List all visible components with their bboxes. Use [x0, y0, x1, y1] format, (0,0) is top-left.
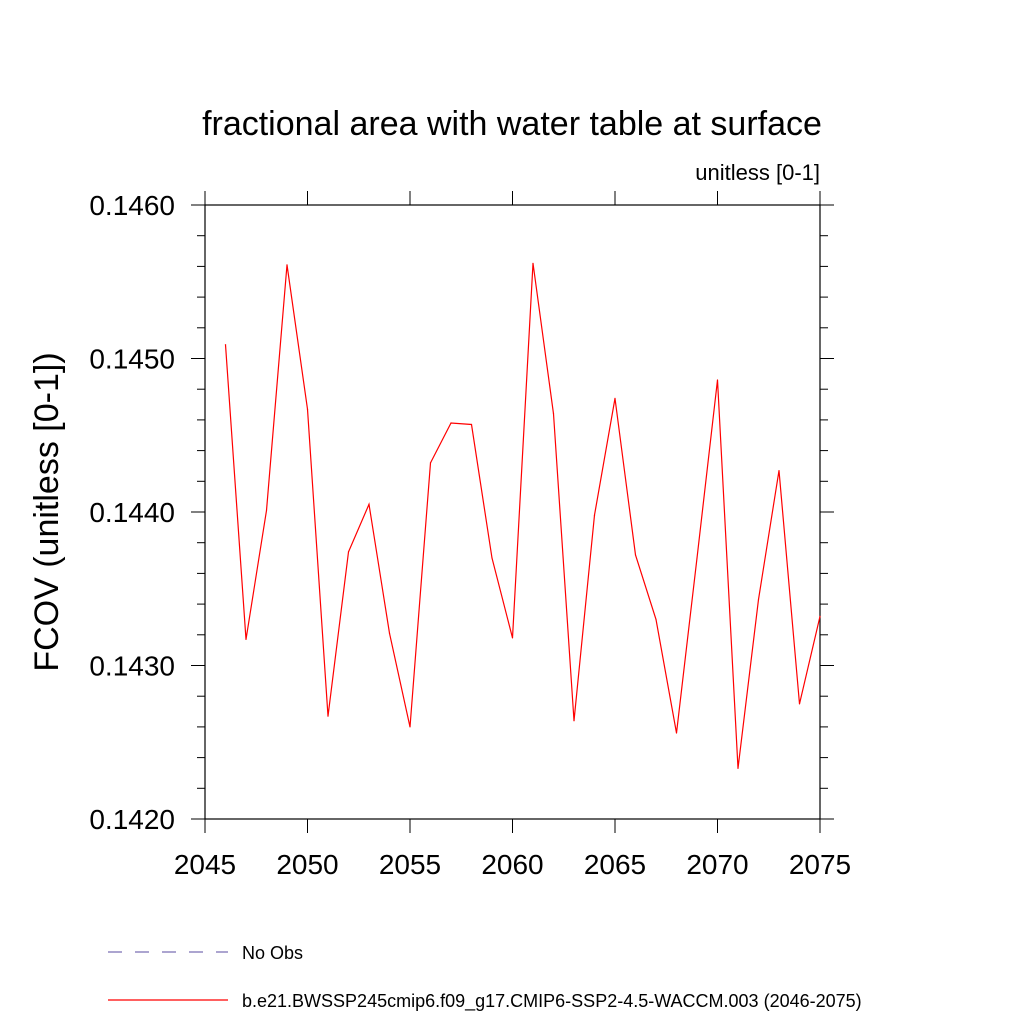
data-point — [265, 509, 268, 512]
chart-subtitle: unitless [0-1] — [695, 160, 820, 185]
y-tick-label: 0.1440 — [89, 497, 175, 528]
data-point — [757, 598, 760, 601]
series-line — [224, 263, 821, 769]
x-tick-label: 2050 — [276, 849, 338, 880]
y-tick-label: 0.1460 — [89, 190, 175, 221]
y-tick-label: 0.1450 — [89, 344, 175, 375]
x-tick-label: 2075 — [789, 849, 851, 880]
data-point — [737, 767, 739, 769]
series-layer — [224, 262, 821, 769]
data-point — [429, 462, 432, 464]
data-point — [306, 408, 309, 410]
data-point — [368, 503, 370, 505]
data-point — [470, 423, 473, 426]
data-point — [634, 554, 637, 556]
data-point — [409, 726, 411, 728]
x-tick-label: 2045 — [174, 849, 236, 880]
data-point — [511, 637, 514, 639]
x-tick-label: 2065 — [584, 849, 646, 880]
data-point — [327, 715, 329, 717]
data-point — [675, 732, 678, 734]
data-point — [819, 615, 821, 617]
data-point — [347, 551, 350, 553]
data-point — [778, 469, 780, 472]
data-point — [532, 262, 534, 264]
x-tick-label: 2070 — [686, 849, 748, 880]
chart-title: fractional area with water table at surf… — [202, 105, 822, 143]
data-point — [286, 264, 288, 266]
data-point — [798, 703, 801, 705]
x-tick-label: 2055 — [379, 849, 441, 880]
y-tick-label: 0.1420 — [89, 804, 175, 835]
data-point — [491, 557, 493, 559]
data-point — [655, 618, 657, 621]
x-tick-label: 2060 — [481, 849, 543, 880]
data-point — [614, 397, 616, 400]
legend: No Obs b.e21.BWSSP245cmip6.f09_g17.CMIP6… — [108, 943, 862, 1012]
data-point — [450, 422, 452, 424]
legend-label-model: b.e21.BWSSP245cmip6.f09_g17.CMIP6-SSP2-4… — [242, 991, 862, 1012]
data-point — [573, 720, 575, 722]
data-point — [552, 413, 555, 415]
data-point — [696, 557, 698, 559]
data-point — [224, 344, 227, 346]
axis-tick-labels: 2045 2050 2055 2060 2065 2070 2075 0.1420 0.1430… — [89, 190, 851, 880]
data-point — [245, 638, 247, 641]
data-point — [593, 514, 596, 516]
data-point — [716, 379, 719, 381]
axis-ticks — [191, 191, 834, 833]
data-point — [388, 632, 391, 634]
plot-frame — [204, 204, 821, 820]
y-tick-label: 0.1430 — [89, 651, 175, 682]
y-axis-label: FCOV (unitless [0-1]) — [28, 352, 66, 671]
legend-label-no-obs: No Obs — [242, 943, 303, 963]
